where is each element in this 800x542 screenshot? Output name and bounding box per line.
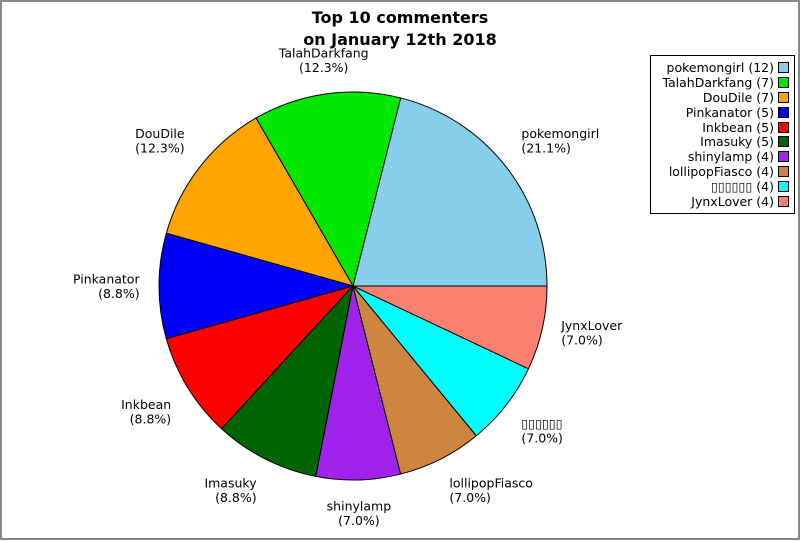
legend-item-label: DouDile (7) <box>702 89 774 105</box>
pie-slice-5 <box>221 285 354 477</box>
legend: pokemongirl (12) TalahDarkfang (7) DouDile… <box>650 55 795 214</box>
legend-item-label: Imasuky (5) <box>700 134 774 150</box>
pie-slice-2 <box>165 117 354 287</box>
pie-label-9: JynxLover (7.0%) <box>560 318 623 348</box>
legend-item: Imasuky (5) <box>655 134 789 149</box>
pie-slice-1 <box>255 91 402 287</box>
legend-item: shinylamp (4) <box>655 149 789 164</box>
legend-item: lollipopFiasco (4) <box>655 164 789 179</box>
pie-label-8: ▯▯▯▯▯▯ (7.0%) <box>521 416 563 446</box>
legend-item: pokemongirl (12) <box>655 60 789 75</box>
pie-label-1: TalahDarkfang (12.3%) <box>278 46 369 76</box>
legend-swatch <box>778 61 789 73</box>
legend-swatch <box>778 151 789 163</box>
legend-item-label: TalahDarkfang (7) <box>662 74 774 90</box>
pie-label-0: pokemongirl (21.1%) <box>521 126 599 156</box>
legend-item-label: pokemongirl (12) <box>666 59 774 75</box>
legend-item-label: JynxLover (4) <box>691 193 774 209</box>
legend-swatch <box>778 106 789 118</box>
legend-swatch <box>778 195 789 207</box>
chart-title-line2: on January 12th 2018 <box>303 30 497 49</box>
legend-swatch <box>778 166 789 178</box>
legend-item: Pinkanator (5) <box>655 105 789 120</box>
legend-item: TalahDarkfang (7) <box>655 75 789 90</box>
pie-slice-9 <box>352 285 548 370</box>
legend-item-label: Inkbean (5) <box>702 119 774 135</box>
pie-slice-4 <box>165 285 354 430</box>
legend-item: Inkbean (5) <box>655 120 789 135</box>
legend-item: DouDile (7) <box>655 90 789 105</box>
pie-label-7: lollipopFiasco (7.0%) <box>449 475 533 505</box>
legend-swatch <box>778 181 789 193</box>
pie-label-4: Inkbean (8.8%) <box>121 397 171 427</box>
pie-label-2: DouDile (12.3%) <box>135 126 185 156</box>
legend-swatch <box>778 91 789 103</box>
legend-item: JynxLover (4) <box>655 194 789 209</box>
chart-title: Top 10 commenters on January 12th 2018 <box>2 7 798 51</box>
legend-item: ▯▯▯▯▯▯ (4) <box>655 179 789 194</box>
legend-swatch <box>778 136 789 148</box>
pie-label-3: Pinkanator (8.8%) <box>73 272 140 302</box>
pie-label-6: shinylamp (7.0%) <box>327 498 392 528</box>
legend-item-label: lollipopFiasco (4) <box>668 164 774 180</box>
pie-label-5: Imasuky (8.8%) <box>204 475 257 505</box>
pie-slice-0 <box>352 97 548 287</box>
legend-swatch <box>778 121 789 133</box>
pie-slice-3 <box>158 232 354 340</box>
legend-item-label: Pinkanator (5) <box>685 104 774 120</box>
chart-title-line1: Top 10 commenters <box>311 8 489 27</box>
legend-item-label: ▯▯▯▯▯▯ (4) <box>711 179 774 195</box>
legend-item-label: shinylamp (4) <box>687 149 774 165</box>
legend-swatch <box>778 76 789 88</box>
